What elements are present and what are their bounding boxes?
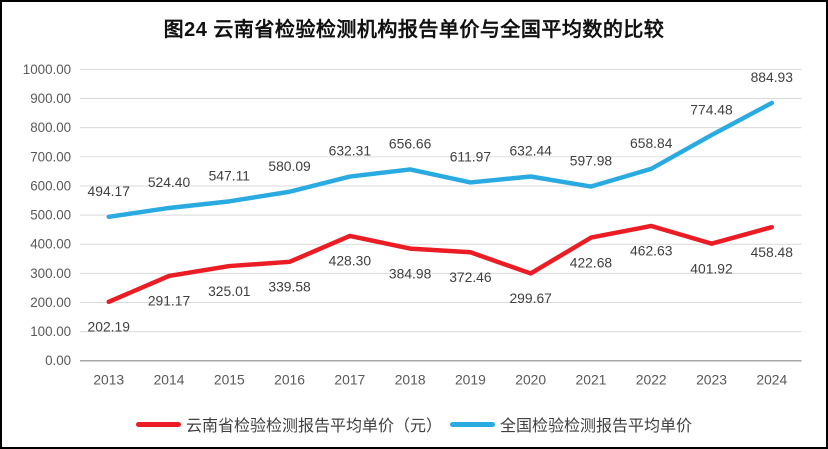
legend-label-yunnan: 云南省检验检测报告平均单价（元） (185, 418, 442, 435)
x-axis-tick-label: 2016 (274, 372, 305, 388)
legend-item-national: 全国检验检测报告平均单价 (450, 412, 692, 436)
y-axis-tick-label: 100.00 (30, 324, 71, 339)
x-axis-tick-label: 2024 (756, 372, 787, 388)
legend-swatch-national-icon (450, 421, 495, 427)
data-label: 632.31 (329, 143, 372, 159)
data-label: 611.97 (450, 149, 492, 165)
legend: 云南省检验检测报告平均单价（元） 全国检验检测报告平均单价 (2, 412, 826, 436)
data-label: 632.44 (509, 143, 552, 159)
legend-swatch-yunnan-icon (135, 421, 181, 427)
data-label: 291.17 (148, 293, 191, 309)
data-label: 458.48 (751, 244, 794, 260)
data-label: 524.40 (148, 174, 191, 190)
data-label: 428.30 (329, 253, 372, 269)
data-label: 884.93 (751, 69, 794, 85)
y-axis-tick-label: 300.00 (30, 266, 71, 281)
x-axis-tick-label: 2020 (515, 372, 546, 388)
x-axis-tick-label: 2013 (93, 372, 124, 388)
y-axis-tick-label: 500.00 (30, 208, 71, 223)
series-line-0 (106, 223, 775, 305)
x-axis-tick-label: 2015 (214, 372, 245, 388)
data-label: 325.01 (208, 283, 251, 299)
x-axis-tick-label: 2019 (455, 372, 486, 388)
chart-title: 图24 云南省检验检测机构报告单价与全国平均数的比较 (163, 19, 665, 41)
legend-item-yunnan: 云南省检验检测报告平均单价（元） (135, 412, 442, 436)
data-label: 774.48 (690, 101, 733, 117)
x-axis-tick-label: 2018 (395, 372, 426, 388)
y-axis-tick-label: 1000.00 (23, 62, 71, 77)
data-label: 422.68 (570, 254, 613, 270)
data-label: 462.63 (630, 243, 673, 259)
data-label: 384.98 (389, 265, 432, 281)
y-axis-tick-label: 900.00 (30, 91, 71, 106)
data-label: 580.09 (268, 158, 311, 174)
x-axis-tick-label: 2014 (154, 372, 185, 388)
x-axis-tick-label: 2021 (576, 372, 607, 388)
y-axis-tick-label: 800.00 (30, 120, 71, 135)
data-label: 299.67 (509, 290, 552, 306)
data-label: 401.92 (690, 260, 733, 276)
x-axis-tick-label: 2023 (696, 372, 727, 388)
data-label: 656.66 (389, 136, 432, 152)
y-axis-tick-label: 200.00 (30, 295, 71, 310)
y-axis-tick-label: 700.00 (30, 149, 71, 164)
x-axis-tick-label: 2017 (334, 372, 365, 388)
data-label: 202.19 (88, 319, 131, 335)
data-label: 494.17 (88, 183, 131, 199)
data-label: 658.84 (630, 135, 673, 151)
x-axis-tick-label: 2022 (636, 372, 667, 388)
series-line-1 (106, 100, 775, 220)
y-axis-tick-label: 400.00 (30, 237, 71, 252)
y-axis-tick-label: 0.00 (45, 353, 71, 368)
legend-label-national: 全国检验检测报告平均单价 (500, 418, 693, 435)
data-label: 597.98 (570, 153, 613, 169)
data-label: 547.11 (209, 168, 251, 184)
y-axis-tick-label: 600.00 (30, 178, 71, 193)
data-label: 372.46 (449, 269, 492, 285)
data-label: 339.58 (268, 279, 311, 295)
